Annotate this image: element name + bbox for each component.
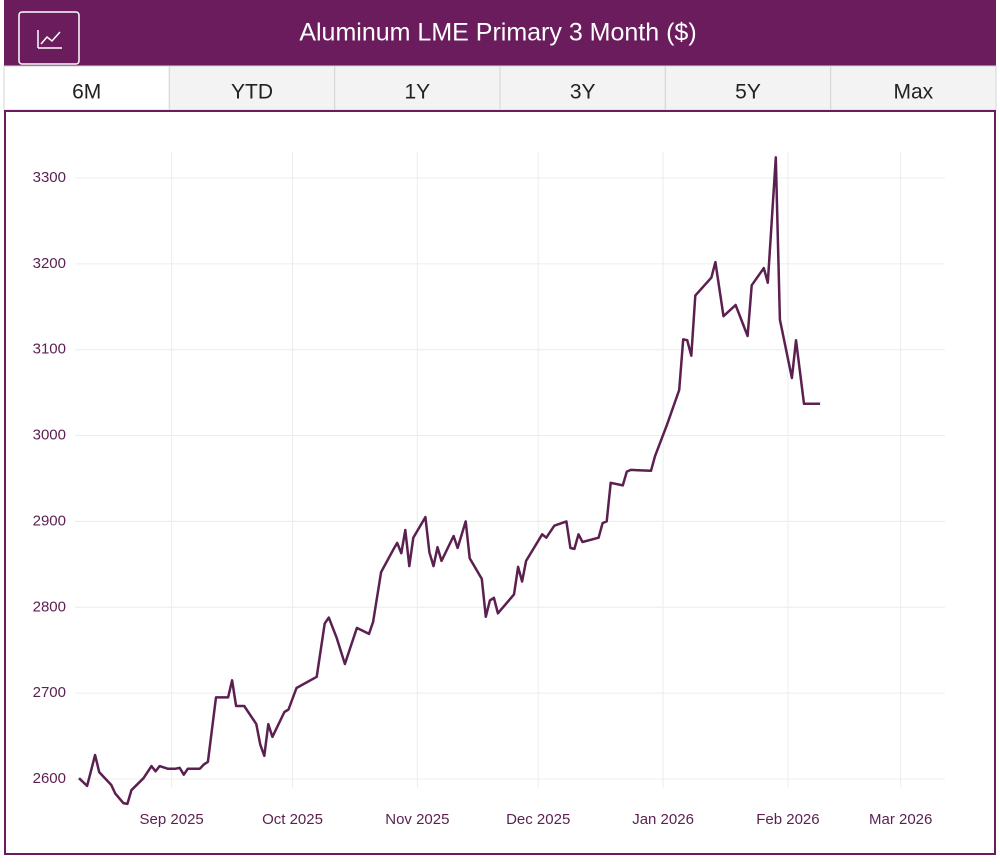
tab-label: 6M: [72, 81, 101, 104]
x-tick-label: Oct 2025: [262, 811, 323, 828]
y-tick-label: 2700: [33, 684, 66, 701]
chart-title: Aluminum LME Primary 3 Month ($): [299, 19, 696, 47]
header: [4, 0, 996, 66]
y-tick-label: 2800: [33, 598, 66, 615]
y-tick-label: 2900: [33, 512, 66, 529]
y-tick-label: 3300: [33, 169, 66, 186]
x-tick-label: Mar 2026: [869, 811, 932, 828]
y-tick-label: 3100: [33, 341, 66, 358]
chart-icon-button[interactable]: [18, 11, 80, 65]
x-tick-label: Jan 2026: [632, 811, 694, 828]
tab-label: 5Y: [735, 81, 761, 104]
x-tick-label: Sep 2025: [140, 811, 204, 828]
price-line: [78, 156, 821, 806]
tab-label: 3Y: [570, 81, 596, 104]
y-tick-label: 3000: [33, 427, 66, 444]
tab[interactable]: [168, 65, 336, 111]
y-tick-label: 3200: [33, 255, 66, 272]
chart-frame: [4, 110, 996, 855]
x-tick-label: Nov 2025: [385, 811, 449, 828]
tab-label: YTD: [231, 81, 273, 104]
x-tick-label: Dec 2025: [506, 811, 570, 828]
tab[interactable]: [3, 65, 170, 111]
tab-bar: 6M YTD 1Y 3Y 5Y Max: [3, 65, 997, 111]
tab-label: Max: [893, 81, 933, 104]
x-tick-label: Feb 2026: [756, 811, 819, 828]
y-tick-label: 2600: [33, 770, 66, 787]
icon-line: [40, 31, 61, 45]
tab[interactable]: [830, 65, 997, 111]
tab-label: 1Y: [404, 81, 430, 104]
